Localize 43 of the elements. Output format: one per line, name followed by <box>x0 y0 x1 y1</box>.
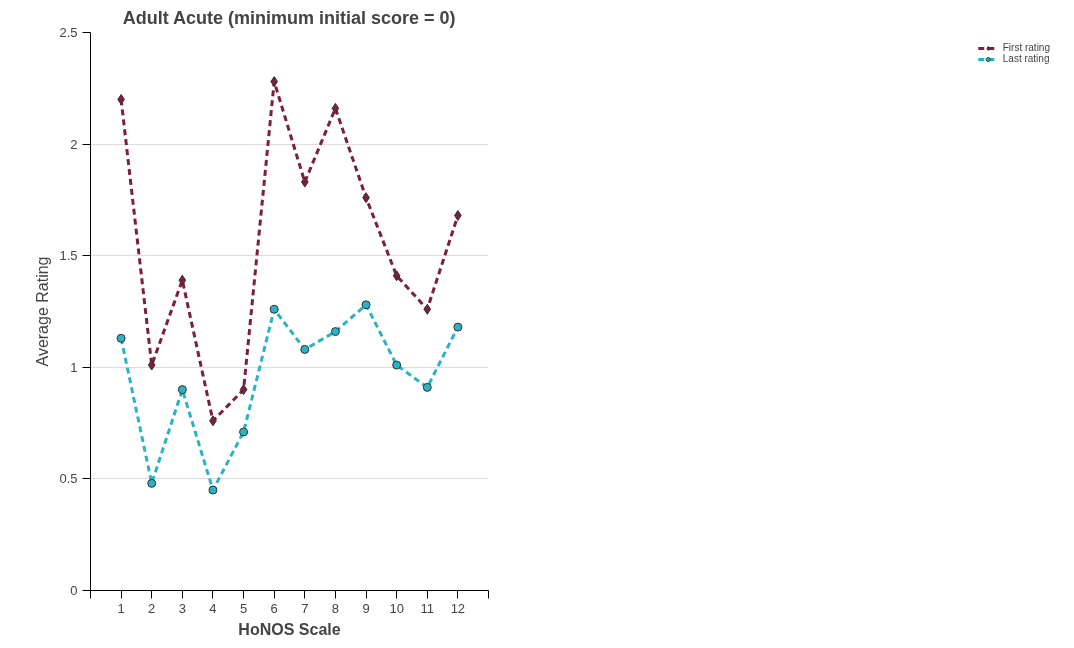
point <box>269 304 279 314</box>
point <box>422 382 432 392</box>
x-tick-label: 10 <box>389 600 404 616</box>
point <box>147 359 156 371</box>
x-tick-label: 4 <box>209 600 217 616</box>
point <box>423 303 432 315</box>
y-tick-label: 2.5 <box>59 25 78 40</box>
chart-title: Adult Acute (minimum initial score = 0) <box>122 7 456 28</box>
point <box>147 478 157 488</box>
legend-label: First rating <box>1002 42 1050 53</box>
point <box>239 427 249 437</box>
x-tick-label: 7 <box>301 600 309 616</box>
point <box>392 360 402 370</box>
x-tick-label: 1 <box>117 600 125 616</box>
y-tick-label: 1.5 <box>59 248 78 264</box>
point <box>361 300 371 310</box>
x-tick-label: 6 <box>270 600 278 616</box>
x-tick-label: 12 <box>450 600 466 616</box>
point <box>300 176 309 188</box>
x-tick-label: 5 <box>239 600 248 616</box>
point <box>330 327 340 337</box>
point <box>270 76 279 88</box>
x-tick-label: 8 <box>331 600 340 616</box>
point <box>300 344 310 354</box>
y-tick-label: 2 <box>70 136 78 152</box>
point <box>178 274 187 286</box>
x-tick-label: 9 <box>362 600 370 616</box>
y-tick-label: 1 <box>70 359 78 375</box>
point <box>392 270 401 282</box>
point <box>331 102 340 114</box>
y-axis-title: Average Rating <box>34 256 52 367</box>
point <box>239 384 248 396</box>
y-tick-label: 0.5 <box>59 471 78 487</box>
point <box>208 485 218 495</box>
point <box>177 385 187 395</box>
x-axis-title: HoNOS Scale <box>238 620 341 638</box>
point <box>453 322 463 332</box>
x-tick-label: 11 <box>420 600 435 616</box>
legend-label: Last rating <box>1002 53 1050 64</box>
y-tick-label: 0 <box>70 583 78 598</box>
x-tick-label: 2 <box>148 600 156 616</box>
x-tick-label: 3 <box>178 600 186 616</box>
point <box>116 333 126 343</box>
